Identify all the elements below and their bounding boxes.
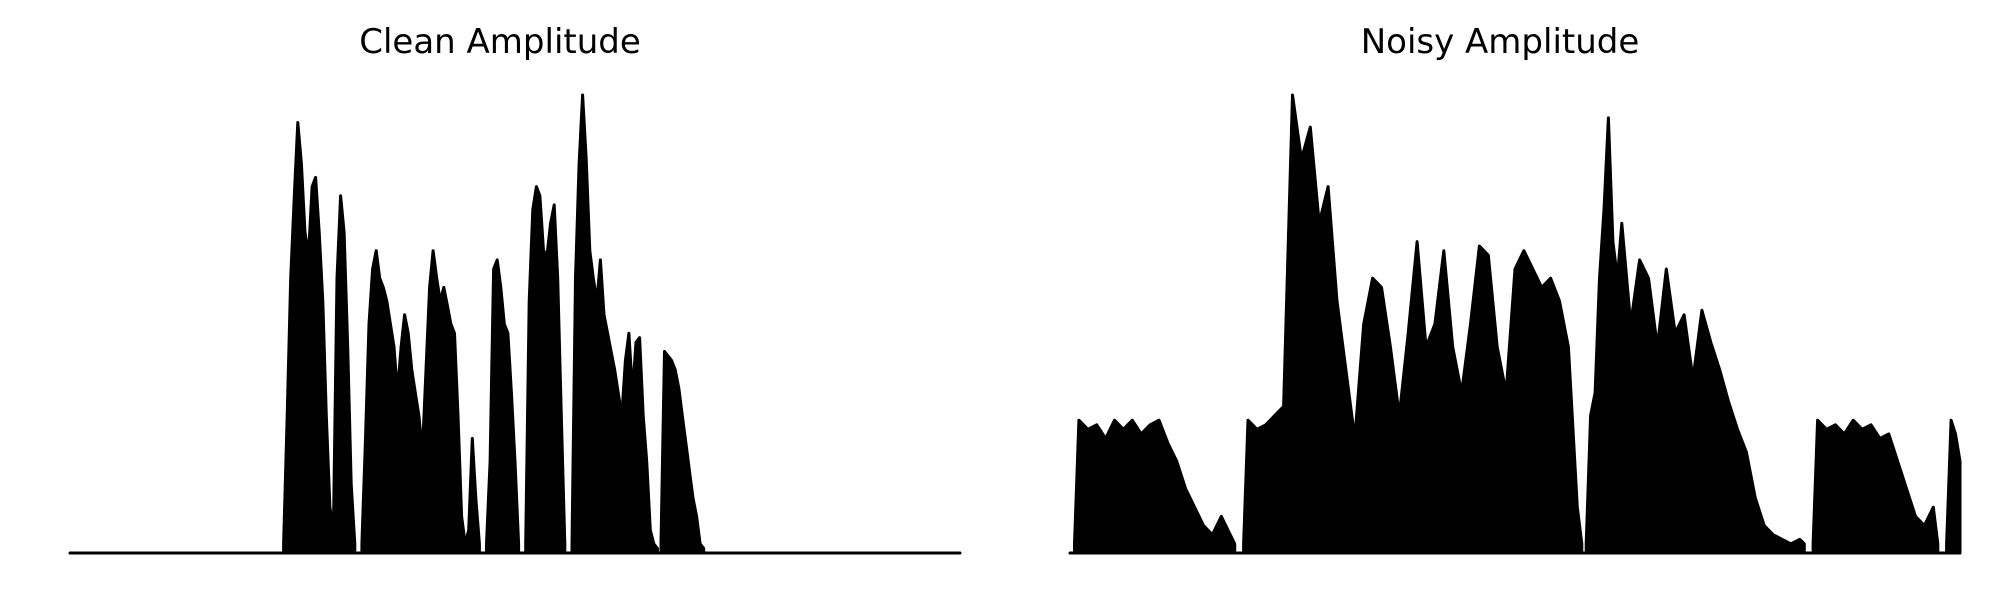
amplitude-burst-1 xyxy=(360,249,481,555)
amplitude-burst-3 xyxy=(524,185,567,555)
amplitude-burst-0 xyxy=(282,121,357,555)
amplitude-burst-5 xyxy=(659,350,706,555)
amplitude-burst-3 xyxy=(1811,418,1940,555)
amplitude-burst-0 xyxy=(1073,418,1237,555)
clean-amplitude-plot xyxy=(68,93,962,555)
amplitude-burst-2 xyxy=(1584,116,1806,555)
chart-title: Noisy Amplitude xyxy=(1360,22,1640,62)
amplitude-burst-1 xyxy=(1242,93,1584,555)
noisy-amplitude-plot xyxy=(1068,93,1962,555)
clean-amplitude-panel: Clean Amplitude xyxy=(68,22,962,555)
chart-title: Clean Amplitude xyxy=(359,22,641,62)
amplitude-burst-4 xyxy=(1945,418,1962,555)
amplitude-burst-4 xyxy=(570,93,659,555)
noisy-amplitude-panel: Noisy Amplitude xyxy=(1000,0,2000,600)
amplitude-burst-2 xyxy=(485,258,521,555)
